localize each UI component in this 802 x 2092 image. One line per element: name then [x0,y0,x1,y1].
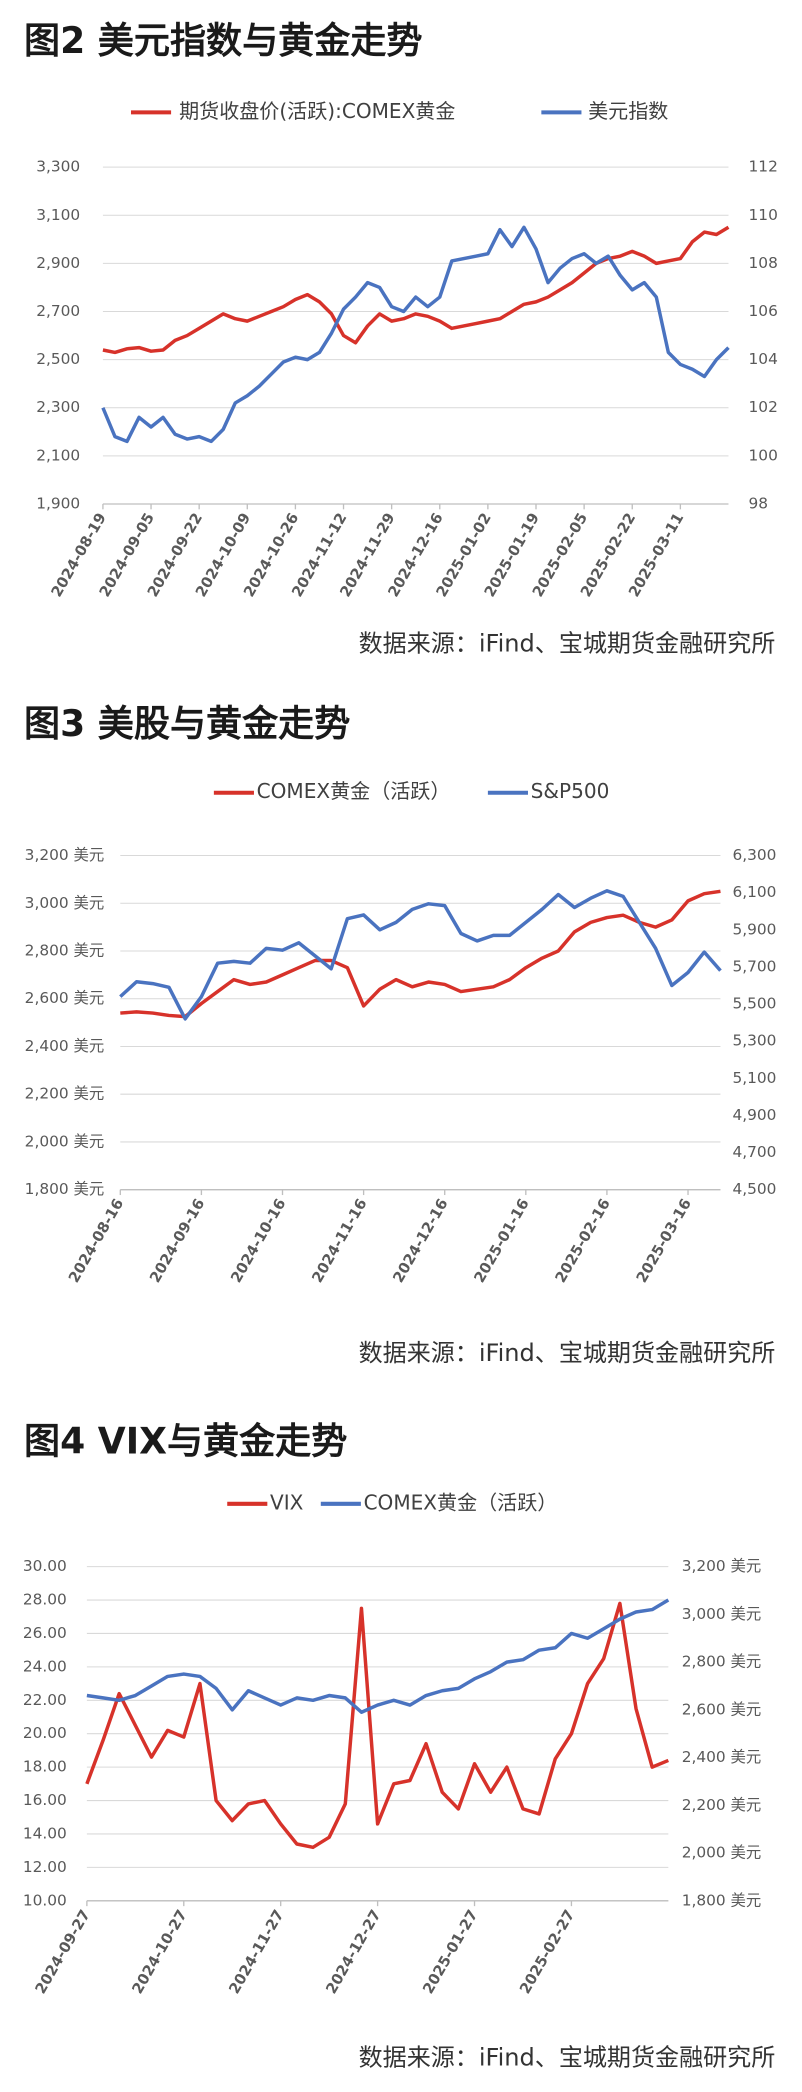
source-note: 数据来源：iFind、宝城期货金融研究所 [359,2044,776,2072]
y-tick-label: 4,900 [732,1106,776,1124]
y-tick-label: 5,500 [732,995,776,1013]
y-tick-label: 2,600 美元 [682,1700,762,1718]
y-tick-label: 2,200 美元 [682,1796,762,1814]
x-tick-label: 2025-02-27 [517,1907,579,1997]
y-tick-label: 22.00 [23,1691,67,1709]
y-tick-label: 26.00 [23,1624,67,1642]
y-tick-label: 24.00 [23,1657,67,1675]
series-line [102,225,730,355]
y-tick-label: 5,700 [732,957,776,975]
y-tick-label: 108 [749,254,778,272]
chart-title: 图2 美元指数与黄金走势 [24,20,422,62]
y-tick-label: 106 [749,302,778,320]
y-tick-label: 2,000 美元 [682,1844,762,1862]
y-tick-label: 6,300 [732,846,776,864]
x-tick-label: 2024-12-16 [390,1196,452,1286]
series-line [120,889,721,1019]
series-line [86,1598,670,1714]
y-tick-label: 18.00 [23,1758,67,1776]
legend-label: COMEX黄金（活跃） [257,779,451,803]
y-tick-label: 3,000 美元 [25,894,105,912]
x-tick-label: 2025-01-27 [420,1907,482,1997]
source-note: 数据来源：iFind、宝城期货金融研究所 [359,1339,776,1367]
chart-title: 图4 VIX与黄金走势 [24,1421,347,1463]
x-tick-label: 2024-10-16 [228,1196,290,1286]
y-tick-label: 2,000 美元 [25,1132,105,1150]
x-tick-label: 2024-12-27 [323,1907,385,1997]
source-note: 数据来源：iFind、宝城期货金融研究所 [359,629,776,657]
legend-label: 美元指数 [588,99,668,123]
y-tick-label: 12.00 [23,1858,67,1876]
y-tick-label: 3,300 [36,158,80,176]
y-tick-label: 3,200 美元 [25,846,105,864]
y-tick-label: 28.00 [23,1591,67,1609]
x-tick-label: 2025-01-16 [471,1196,533,1286]
y-tick-label: 110 [749,206,778,224]
y-tick-label: 30.00 [23,1557,67,1575]
y-tick-label: 2,600 美元 [25,989,105,1007]
y-tick-label: 2,500 [36,350,80,368]
y-tick-label: 2,900 [36,254,80,272]
y-tick-label: 5,300 [732,1032,776,1050]
y-tick-label: 10.00 [23,1891,67,1909]
y-tick-label: 2,200 美元 [25,1085,105,1103]
x-tick-label: 2024-10-27 [129,1907,191,1997]
x-tick-label: 2024-09-16 [147,1196,209,1286]
y-tick-label: 112 [749,158,778,176]
legend-label: VIX [270,1490,304,1514]
legend-label: S&P500 [531,779,610,803]
y-tick-label: 5,900 [732,920,776,938]
legend-label: 期货收盘价(活跃):COMEX黄金 [179,99,455,123]
legend-label: COMEX黄金（活跃） [364,1490,558,1514]
y-tick-label: 3,200 美元 [682,1557,762,1575]
y-tick-label: 5,100 [732,1069,776,1087]
y-tick-label: 1,800 美元 [682,1891,762,1909]
x-tick-label: 2024-11-27 [226,1907,288,1997]
y-tick-label: 100 [749,446,778,464]
y-tick-label: 4,500 [732,1180,776,1198]
series-line [85,1601,669,1850]
y-tick-label: 14.00 [23,1824,67,1842]
y-tick-label: 2,100 [36,446,80,464]
y-tick-label: 102 [749,398,778,416]
y-tick-label: 2,300 [36,398,80,416]
x-tick-label: 2024-11-16 [309,1196,371,1286]
series-line [119,889,722,1021]
y-tick-label: 1,900 [36,494,80,512]
y-tick-label: 3,100 [36,206,80,224]
y-tick-label: 2,800 美元 [682,1653,762,1671]
y-tick-label: 98 [749,494,769,512]
y-tick-label: 2,800 美元 [25,942,105,960]
y-tick-label: 2,400 美元 [682,1748,762,1766]
series-line [101,225,730,444]
y-tick-label: 6,100 [732,883,776,901]
y-tick-label: 3,000 美元 [682,1605,762,1623]
x-tick-label: 2024-08-16 [66,1196,128,1286]
y-tick-label: 20.00 [23,1724,67,1742]
y-tick-label: 16.00 [23,1791,67,1809]
x-tick-label: 2024-09-27 [32,1907,94,1997]
y-tick-label: 1,800 美元 [25,1180,105,1198]
x-tick-label: 2025-02-16 [552,1196,614,1286]
y-tick-label: 2,400 美元 [25,1037,105,1055]
y-tick-label: 2,700 [36,302,80,320]
y-tick-label: 104 [749,350,778,368]
y-tick-label: 4,700 [732,1143,776,1161]
x-tick-label: 2025-03-16 [633,1196,695,1286]
chart-title: 图3 美股与黄金走势 [24,703,350,745]
